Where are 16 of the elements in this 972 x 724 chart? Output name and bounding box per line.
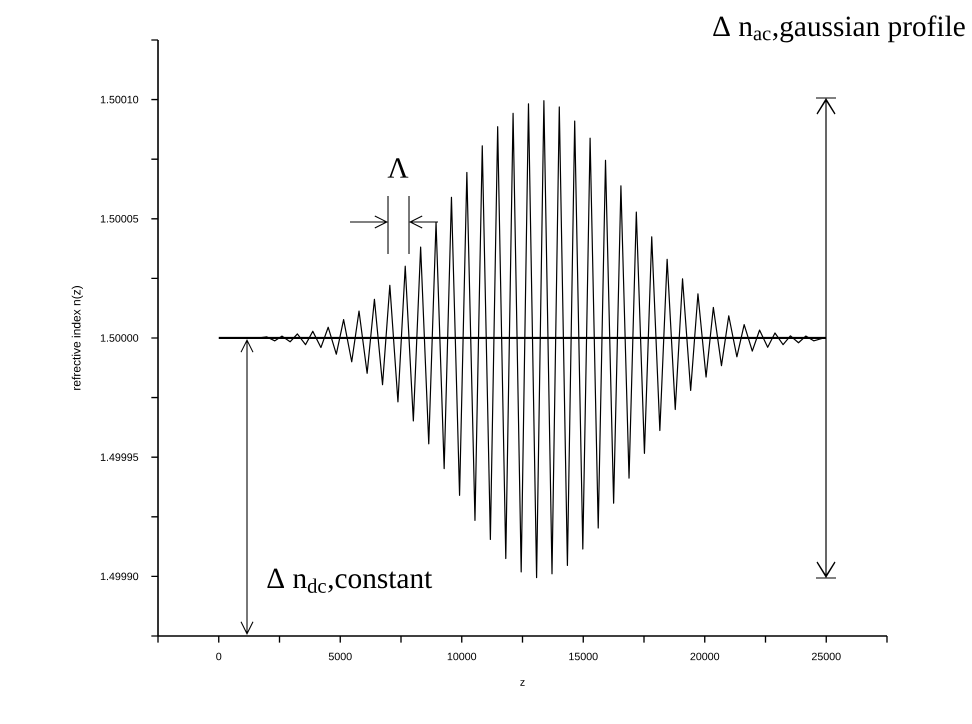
y-tick-label: 1.49990 xyxy=(100,572,138,580)
x-tick-label: 20000 xyxy=(690,652,720,660)
y-tick-label: 1.50000 xyxy=(100,334,138,342)
x-tick-label: 25000 xyxy=(812,652,841,660)
x-axis-title: z xyxy=(520,680,525,686)
x-tick-label: 0 xyxy=(216,652,222,660)
annotation: Λ xyxy=(388,158,408,178)
x-tick-label: 10000 xyxy=(448,652,476,660)
x-tick-label: 5000 xyxy=(328,652,352,660)
annotation: Δ n$_{dc}$,constant xyxy=(267,568,432,593)
x-tick-label: 15000 xyxy=(569,652,598,660)
y-axis-title: refrective index n(z) xyxy=(72,286,83,390)
y-tick-label: 1.50005 xyxy=(100,215,138,223)
y-tick-label: 1.49995 xyxy=(100,453,138,461)
annotation: Δ n$_{ac}$,gaussian profile xyxy=(713,15,965,42)
y-tick-label: 1.50010 xyxy=(100,96,138,104)
